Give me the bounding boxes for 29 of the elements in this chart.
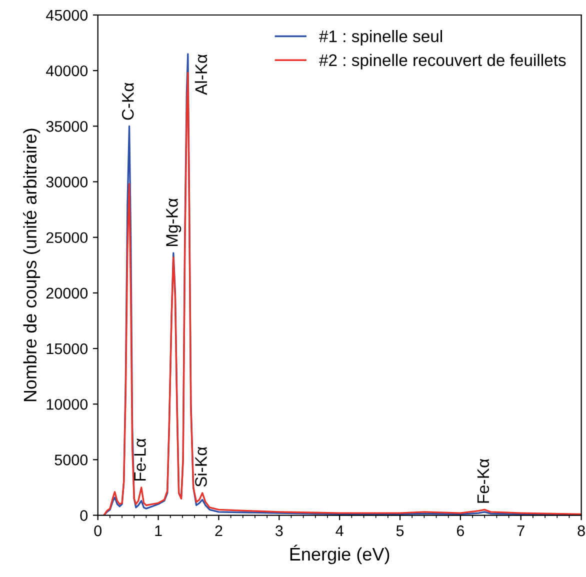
x-tick-label: 4 bbox=[336, 526, 344, 536]
x-tick-label: 1 bbox=[155, 526, 162, 536]
x-tick-label: 8 bbox=[578, 525, 585, 536]
x-tick-label: 6 bbox=[456, 525, 464, 536]
legend-label: #1 : spinelle seul bbox=[319, 30, 442, 46]
y-tick-label: 25000 bbox=[46, 232, 88, 244]
y-tick-label: 45000 bbox=[46, 10, 88, 21]
x-tick-label: 2 bbox=[215, 525, 222, 536]
annotation: Al-Kα bbox=[194, 54, 208, 95]
x-tick-label: 7 bbox=[517, 526, 524, 536]
annotation: Fe-Lα bbox=[134, 438, 146, 481]
y-tick-label: 5000 bbox=[54, 454, 88, 466]
y-tick-label: 35000 bbox=[46, 121, 88, 132]
y-tick-label: 30000 bbox=[46, 176, 88, 188]
legend-label: #2 : spinelle recouvert de feuillets bbox=[319, 54, 566, 70]
y-axis-title: Nombre de coups (unité arbitraire) bbox=[23, 128, 40, 402]
y-tick-label: 0 bbox=[80, 510, 88, 521]
x-tick-label: 3 bbox=[275, 525, 283, 536]
annotation: C-Kα bbox=[122, 82, 134, 120]
annotation: Fe-Kα bbox=[477, 458, 490, 503]
annotation: Si-Kα bbox=[194, 446, 207, 487]
x-axis-title: Énergie (eV) bbox=[290, 544, 390, 564]
y-tick-label: 15000 bbox=[46, 343, 88, 354]
y-tick-label: 10000 bbox=[46, 398, 88, 410]
y-tick-label: 20000 bbox=[46, 288, 88, 299]
x-tick-label: 0 bbox=[94, 525, 102, 536]
annotation: Mg-Kα bbox=[166, 198, 182, 246]
x-tick-label: 5 bbox=[396, 526, 404, 536]
y-tick-label: 40000 bbox=[46, 65, 88, 76]
